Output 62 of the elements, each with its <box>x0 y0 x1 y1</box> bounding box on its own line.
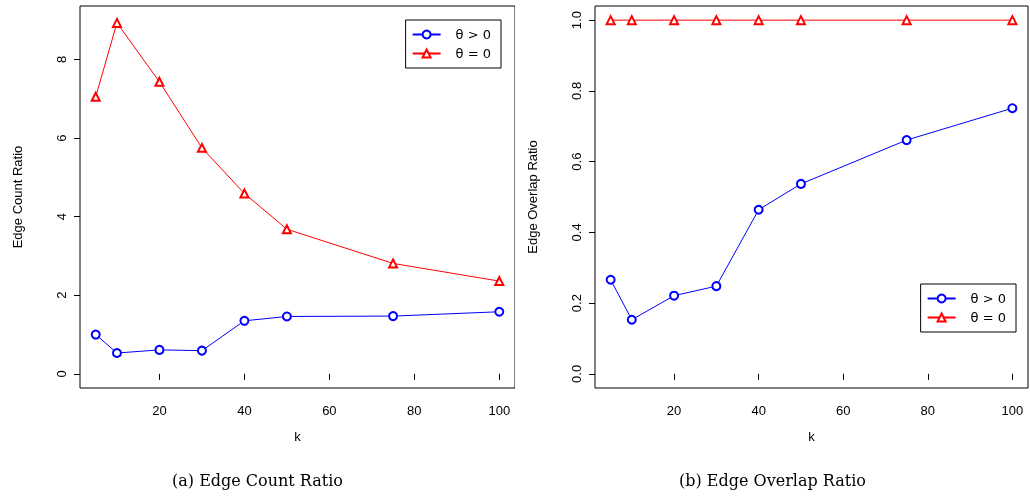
point <box>111 17 122 28</box>
y-axis-title: Edge Overlap Ratio <box>525 140 540 254</box>
text: (a) Edge Count Ratio <box>172 470 343 490</box>
point <box>90 329 101 340</box>
x-tick-label: 20 <box>152 403 167 418</box>
point <box>281 224 292 235</box>
x-tick-label: 100 <box>1001 403 1024 418</box>
x-axis-title: k <box>808 429 816 444</box>
point <box>111 348 122 359</box>
y-tick-label: 0 <box>54 370 69 378</box>
x-tick-label: 20 <box>666 403 682 418</box>
x-tick-label: 40 <box>237 403 252 418</box>
point <box>196 345 207 356</box>
point <box>605 274 616 285</box>
point <box>1007 15 1018 26</box>
y-tick-label: 0.6 <box>569 152 584 171</box>
y-tick-label: 0.0 <box>569 364 584 383</box>
y-tick-label: 4 <box>54 213 69 221</box>
x-axis-title: k <box>294 429 302 444</box>
point <box>90 91 101 102</box>
point <box>626 314 637 325</box>
point <box>239 315 250 326</box>
point <box>711 281 722 292</box>
point <box>605 15 616 26</box>
point <box>669 290 680 301</box>
legend-label: θ > 0 <box>455 27 492 42</box>
legend-label: θ = 0 <box>455 46 492 61</box>
y-axis-title: Edge Count Ratio <box>10 145 25 249</box>
point <box>626 15 637 26</box>
y-tick-label: 6 <box>54 134 69 142</box>
y-tick-label: 2 <box>54 291 69 299</box>
point <box>388 258 399 269</box>
point <box>154 76 165 87</box>
legend-label: θ = 0 <box>970 310 1007 325</box>
y-tick-label: 0.4 <box>569 223 584 242</box>
x-tick-label: 80 <box>920 403 936 418</box>
point <box>795 15 806 26</box>
x-tick-label: 60 <box>322 403 337 418</box>
point <box>154 344 165 355</box>
y-tick-label: 8 <box>54 55 69 64</box>
point <box>901 135 912 146</box>
point <box>494 306 505 317</box>
point <box>753 15 764 26</box>
legend-label: θ > 0 <box>970 291 1007 306</box>
point <box>196 142 207 153</box>
x-tick-label: 80 <box>407 403 422 418</box>
point <box>281 311 292 322</box>
text: (b) Edge Overlap Ratio <box>679 470 866 490</box>
y-tick-label: 0.8 <box>569 81 584 100</box>
y-tick-label: 1.0 <box>569 11 584 30</box>
point <box>669 15 680 26</box>
point <box>711 15 722 26</box>
x-tick-label: 100 <box>488 403 511 418</box>
point <box>795 178 806 189</box>
point <box>388 311 399 322</box>
point <box>239 188 250 199</box>
point <box>1007 103 1018 114</box>
point <box>901 15 912 26</box>
x-tick-label: 60 <box>835 403 851 418</box>
x-tick-label: 40 <box>751 403 766 418</box>
y-tick-label: 0.2 <box>569 294 584 313</box>
point <box>753 204 764 215</box>
